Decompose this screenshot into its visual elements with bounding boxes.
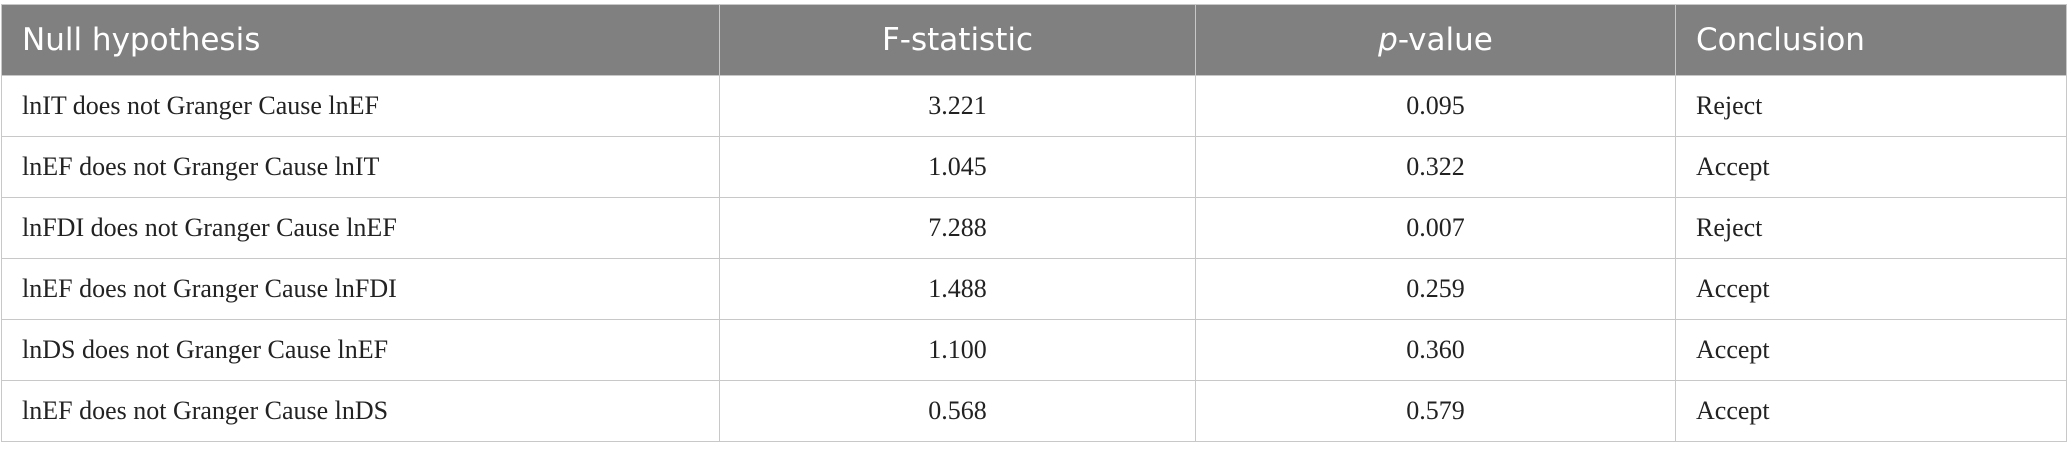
table-cell: lnDS does not Granger Cause lnEF [1,319,720,381]
table-cell: Accept [1675,319,2067,381]
table-cell: Accept [1675,380,2067,442]
table-cell: 0.095 [1195,75,1676,137]
table-row: lnFDI does not Granger Cause lnEF 7.288 0.… [1,197,2067,259]
table-body: lnIT does not Granger Cause lnEF 3.221 0.0… [1,75,2067,442]
table-row: lnEF does not Granger Cause lnDS 0.568 0.5… [1,380,2067,442]
header-cell: F-statistic [719,4,1196,76]
table-cell: Accept [1675,136,2067,198]
table-cell: lnEF does not Granger Cause lnIT [1,136,720,198]
table-cell: 0.579 [1195,380,1676,442]
table-cell: lnEF does not Granger Cause lnFDI [1,258,720,320]
table-cell: 0.259 [1195,258,1676,320]
table-cell: lnEF does not Granger Cause lnDS [1,380,720,442]
table-cell: Accept [1675,258,2067,320]
table-cell: 1.045 [719,136,1196,198]
table-row: lnIT does not Granger Cause lnEF 3.221 0.0… [1,75,2067,137]
table-cell: 0.322 [1195,136,1676,198]
table-cell: lnFDI does not Granger Cause lnEF [1,197,720,259]
header-cell: Conclusion [1675,4,2067,76]
table-cell: 7.288 [719,197,1196,259]
table-cell: lnIT does not Granger Cause lnEF [1,75,720,137]
body: {"table": { "header": ["Null hypothesis"… [0,4,2067,464]
table-row: lnDS does not Granger Cause lnEF 1.100 0.3… [1,319,2067,381]
table-cell: 0.007 [1195,197,1676,259]
table-cell: Reject [1675,75,2067,137]
table-row: lnEF does not Granger Cause lnIT 1.045 0.3… [1,136,2067,198]
header-cell: Null hypothesis [1,4,720,76]
table-cell: 3.221 [719,75,1196,137]
table-header: Null hypothesis F-statistic p-value Conc… [1,4,2067,76]
granger-table: Null hypothesis F-statistic p-value Conc… [1,4,2067,442]
header-cell: p-value [1195,4,1676,76]
table-row: lnEF does not Granger Cause lnFDI 1.488 0.… [1,258,2067,320]
table-cell: 0.568 [719,380,1196,442]
table-cell: 0.360 [1195,319,1676,381]
table-cell: 1.100 [719,319,1196,381]
table-cell: Reject [1675,197,2067,259]
table-cell: 1.488 [719,258,1196,320]
header-row: Null hypothesis F-statistic p-value Conc… [1,4,2067,76]
